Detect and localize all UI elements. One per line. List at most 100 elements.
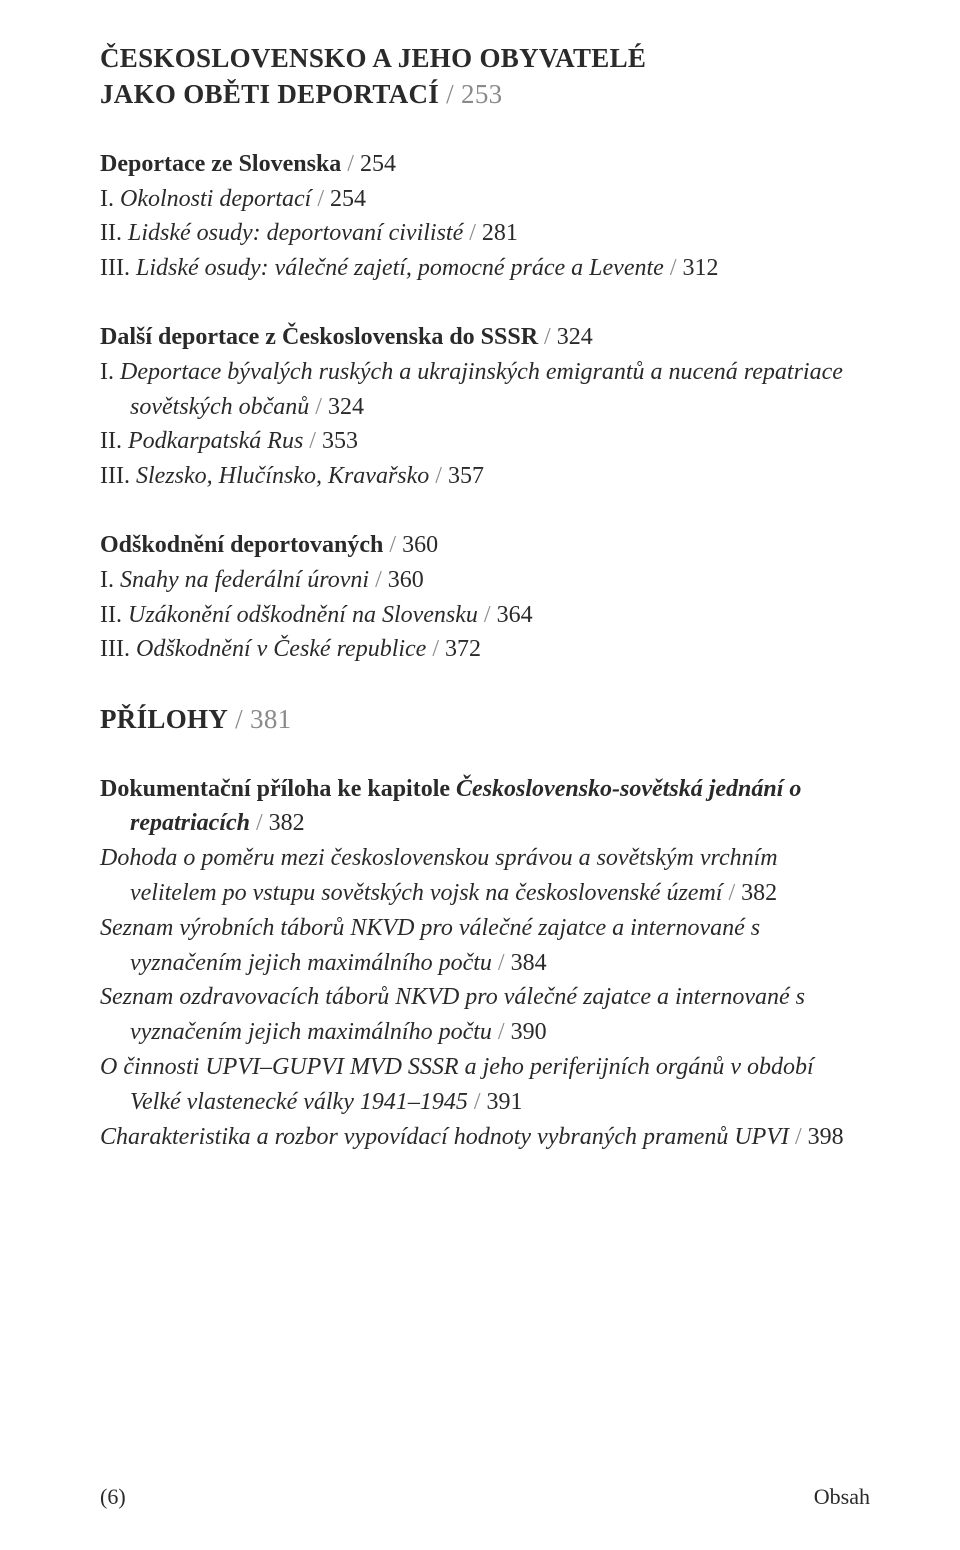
section-title: Další deportace z Československa do SSSR (100, 324, 538, 350)
subsection-title: Slezsko, Hlučínsko, Kravařsko (136, 463, 429, 489)
subsection-line: III. Odškodnění v České republice / 372 (100, 632, 870, 667)
subsection-roman: III. (100, 463, 136, 489)
appendix-entry-page: 398 (808, 1124, 844, 1150)
section-title: Deportace ze Slovenska (100, 151, 341, 177)
page-separator: / (311, 186, 330, 212)
appendix-intro-bold: Dokumentační příloha ke kapitole (100, 776, 456, 802)
page-separator: / (789, 1124, 808, 1150)
page-separator: / (722, 880, 741, 906)
subsection-page: 281 (482, 220, 518, 246)
footer-page-number: (6) (100, 1484, 126, 1510)
subsection-line: III. Slezsko, Hlučínsko, Kravařsko / 357 (100, 459, 870, 494)
page-separator: / (492, 950, 511, 976)
footer-section-label: Obsah (814, 1484, 870, 1510)
appendix-entry-title: O činnosti UPVI–GUPVI MVD SSSR a jeho pe… (100, 1054, 814, 1115)
subsection-page: 372 (445, 636, 481, 662)
subsection-roman: III. (100, 636, 136, 662)
page-separator: / (538, 324, 557, 350)
appendix-entry: Charakteristika a rozbor vypovídací hodn… (100, 1120, 870, 1155)
page-separator: / (426, 636, 445, 662)
subsection-title: Deportace bývalých ruských a ukrajinskýc… (120, 359, 843, 420)
page-separator: / (309, 394, 328, 420)
section-block: Další deportace z Československa do SSSR… (100, 320, 870, 494)
section-block: Deportace ze Slovenska / 254 I. Okolnosti… (100, 147, 870, 286)
subsection-title: Uzákonění odškodnění na Slovensku (128, 602, 478, 628)
subsection-page: 353 (322, 428, 358, 454)
page-separator: / (429, 463, 448, 489)
subsection-page: 357 (448, 463, 484, 489)
subsection-line: II. Uzákonění odškodnění na Slovensku / … (100, 598, 870, 633)
page: ČESKOSLOVENSKO A JEHO OBYVATELÉ JAKO OBĚ… (0, 0, 960, 1550)
page-separator: / (468, 1089, 487, 1115)
subsection-title: Lidské osudy: deportovaní civilisté (128, 220, 463, 246)
page-separator: / (439, 79, 461, 109)
subsection-title: Okolnosti deportací (120, 186, 311, 212)
subsection-title: Lidské osudy: válečné zajetí, pomocné pr… (136, 255, 664, 281)
appendix-entry: O činnosti UPVI–GUPVI MVD SSSR a jeho pe… (100, 1050, 870, 1120)
subsection-roman: I. (100, 567, 120, 593)
chapter-title-line2: JAKO OBĚTI DEPORTACÍ / 253 (100, 76, 870, 112)
appendix-entries: Dohoda o poměru mezi československou spr… (100, 841, 870, 1154)
appendix-entry-page: 382 (741, 880, 777, 906)
appendix-entry-title: Seznam výrobních táborů NKVD pro válečné… (100, 915, 760, 976)
chapter-page: 253 (461, 79, 502, 109)
subsection-line: II. Podkarpatská Rus / 353 (100, 424, 870, 459)
page-separator: / (250, 810, 269, 836)
section-title: Odškodnění deportovaných (100, 532, 383, 558)
appendix-heading: PŘÍLOHY / 381 (100, 701, 870, 737)
appendix-entry-title: Dohoda o poměru mezi československou spr… (100, 845, 778, 906)
appendix-entry: Seznam výrobních táborů NKVD pro válečné… (100, 911, 870, 981)
page-separator: / (492, 1019, 511, 1045)
chapter-title-text: JAKO OBĚTI DEPORTACÍ (100, 79, 439, 109)
chapter-title-line1: ČESKOSLOVENSKO A JEHO OBYVATELÉ (100, 40, 870, 76)
page-separator: / (228, 704, 250, 734)
appendix-intro: Dokumentační příloha ke kapitole Českosl… (100, 772, 870, 842)
appendix-heading-block: PŘÍLOHY / 381 (100, 701, 870, 737)
appendix-title: PŘÍLOHY (100, 704, 228, 734)
appendix-page: 381 (250, 704, 291, 734)
section-head: Odškodnění deportovaných / 360 (100, 528, 870, 563)
section-head: Další deportace z Československa do SSSR… (100, 320, 870, 355)
page-separator: / (369, 567, 388, 593)
subsection-title: Odškodnění v České republice (136, 636, 426, 662)
subsection-roman: II. (100, 602, 128, 628)
subsection-roman: II. (100, 428, 128, 454)
subsection-line: II. Lidské osudy: deportovaní civilisté … (100, 216, 870, 251)
subsection-title: Snahy na federální úrovni (120, 567, 369, 593)
subsection-page: 324 (328, 394, 364, 420)
section-head: Deportace ze Slovenska / 254 (100, 147, 870, 182)
subsection-line: I. Snahy na federální úrovni / 360 (100, 563, 870, 598)
section-page: 360 (402, 532, 438, 558)
page-separator: / (463, 220, 482, 246)
appendix-entry-title: Charakteristika a rozbor vypovídací hodn… (100, 1124, 789, 1150)
subsection-line: III. Lidské osudy: válečné zajetí, pomoc… (100, 251, 870, 286)
page-separator: / (383, 532, 402, 558)
subsection-roman: II. (100, 220, 128, 246)
sections-container: Deportace ze Slovenska / 254 I. Okolnosti… (100, 147, 870, 667)
appendix-entry: Seznam ozdravovacích táborů NKVD pro vál… (100, 980, 870, 1050)
subsection-roman: III. (100, 255, 136, 281)
appendix-entry: Dohoda o poměru mezi československou spr… (100, 841, 870, 911)
subsection-page: 254 (330, 186, 366, 212)
section-block: Odškodnění deportovaných / 360I. Snahy n… (100, 528, 870, 667)
appendix-entry-title: Seznam ozdravovacích táborů NKVD pro vál… (100, 984, 805, 1045)
page-footer: (6) Obsah (100, 1484, 870, 1510)
page-separator: / (478, 602, 497, 628)
subsection-page: 312 (682, 255, 718, 281)
subsection-page: 364 (497, 602, 533, 628)
page-separator: / (341, 151, 360, 177)
appendix-entry-page: 391 (487, 1089, 523, 1115)
subsection-page: 360 (388, 567, 424, 593)
section-page: 324 (557, 324, 593, 350)
subsection-title: Podkarpatská Rus (128, 428, 303, 454)
section-page: 254 (360, 151, 396, 177)
subsection-line: I. Deportace bývalých ruských a ukrajins… (100, 355, 870, 425)
appendix-intro-page: 382 (269, 810, 305, 836)
subsection-roman: I. (100, 359, 120, 385)
appendix-entry-page: 390 (511, 1019, 547, 1045)
chapter-heading: ČESKOSLOVENSKO A JEHO OBYVATELÉ JAKO OBĚ… (100, 40, 870, 113)
appendix-entry-page: 384 (511, 950, 547, 976)
subsection-roman: I. (100, 186, 120, 212)
page-separator: / (664, 255, 683, 281)
page-separator: / (303, 428, 322, 454)
